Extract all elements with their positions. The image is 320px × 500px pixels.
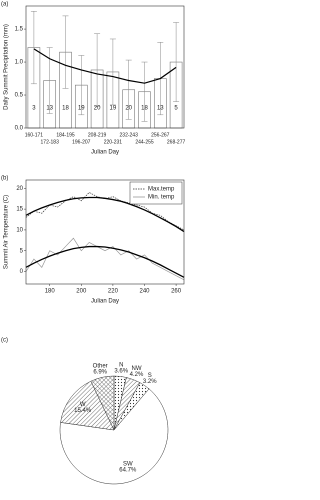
count-label: 5 xyxy=(174,106,178,112)
slice-name: Other xyxy=(93,363,108,369)
slice-label: N 3.6% xyxy=(114,362,128,374)
legend-label: Max.temp xyxy=(148,187,175,193)
slice-label: Other 6.9% xyxy=(93,363,108,375)
slice-name: W xyxy=(80,402,86,408)
x-axis-title: Julian Day xyxy=(91,150,119,156)
series-line xyxy=(25,192,185,231)
fit-line xyxy=(25,245,185,278)
slice-name: SW xyxy=(123,461,133,467)
legend-box xyxy=(129,181,183,205)
pie-slice xyxy=(60,380,115,431)
y-tick-label: 1.5 xyxy=(15,27,24,33)
x-tick-label: 240 xyxy=(139,289,150,295)
x-tick-label: 220-231 xyxy=(104,139,123,145)
count-label: 13 xyxy=(46,106,53,112)
count-label: 19 xyxy=(110,106,117,112)
count-label: 13 xyxy=(157,106,164,112)
y-tick-label: 1.0 xyxy=(15,60,24,66)
slice-name: NW xyxy=(132,366,142,372)
x-tick-label: 268-277 xyxy=(167,139,186,145)
panel-label: (a) xyxy=(1,2,8,8)
y-tick-label: 5 xyxy=(20,248,24,254)
slice-label: W 15.4% xyxy=(74,402,92,414)
error-bar xyxy=(62,15,69,89)
x-tick-label: 232-243 xyxy=(120,132,139,138)
slice-label: SW 64.7% xyxy=(119,461,137,473)
count-label: 19 xyxy=(78,106,85,112)
y-axis-title: Daily Summit Precipitation (mm) xyxy=(4,24,10,110)
slice-label: NW 4.2% xyxy=(130,366,144,378)
plot-frame xyxy=(25,179,185,285)
figure: 3 160-171 13 172-183 18 184-195 19 196-207 20 208… xyxy=(1,2,186,485)
error-bar xyxy=(30,11,37,85)
x-tick-label: 196-207 xyxy=(72,139,91,145)
slice-label: S 3.2% xyxy=(143,373,157,385)
x-tick-label: 172-183 xyxy=(41,139,60,145)
panel-label: (c) xyxy=(1,338,8,344)
count-label: 3 xyxy=(32,106,36,112)
count-label: 18 xyxy=(141,106,148,112)
error-bar xyxy=(94,33,101,107)
y-tick-label: 10 xyxy=(16,227,23,233)
slice-value: 3.2% xyxy=(143,379,157,385)
fit-line xyxy=(25,196,185,233)
plot-frame xyxy=(25,5,185,129)
series-line xyxy=(25,237,185,281)
x-tick-label: 184-195 xyxy=(56,132,75,138)
x-tick-label: 200 xyxy=(76,289,87,295)
error-bar xyxy=(173,22,180,102)
count-label: 20 xyxy=(125,106,132,112)
slice-value: 15.4% xyxy=(74,408,92,414)
x-tick-label: 260 xyxy=(171,289,182,295)
error-bar xyxy=(125,59,132,120)
error-bar xyxy=(109,38,116,106)
legend-label: Min. temp xyxy=(148,195,175,201)
slice-value: 3.6% xyxy=(114,368,128,374)
x-axis-title: Julian Day xyxy=(91,299,119,305)
panel-label: (b) xyxy=(1,176,8,182)
slice-value: 6.9% xyxy=(93,369,107,375)
count-label: 18 xyxy=(62,106,69,112)
pie-slice xyxy=(59,388,169,485)
x-tick-label: 160-171 xyxy=(25,132,44,138)
y-tick-label: 15 xyxy=(16,207,23,213)
y-tick-label: 0.5 xyxy=(15,93,24,99)
slice-name: S xyxy=(148,373,152,379)
count-label: 20 xyxy=(94,106,101,112)
trend-line xyxy=(33,48,177,84)
x-tick-label: 180 xyxy=(45,289,56,295)
x-tick-label: 208-219 xyxy=(88,132,107,138)
pie-slice xyxy=(90,375,115,431)
x-tick-label: 244-255 xyxy=(135,139,154,145)
x-tick-label: 256-267 xyxy=(151,132,170,138)
error-bar xyxy=(141,61,148,122)
error-bar xyxy=(78,55,85,116)
y-tick-label: 0.0 xyxy=(15,126,24,132)
slice-value: 64.7% xyxy=(119,467,137,473)
slice-name: N xyxy=(119,362,123,368)
slice-value: 4.2% xyxy=(130,372,144,378)
x-tick-label: 220 xyxy=(108,289,119,295)
y-tick-label: 20 xyxy=(16,186,23,192)
y-tick-label: 0 xyxy=(20,269,24,275)
y-axis-title: Summit Air Temperature (C) xyxy=(4,195,10,269)
